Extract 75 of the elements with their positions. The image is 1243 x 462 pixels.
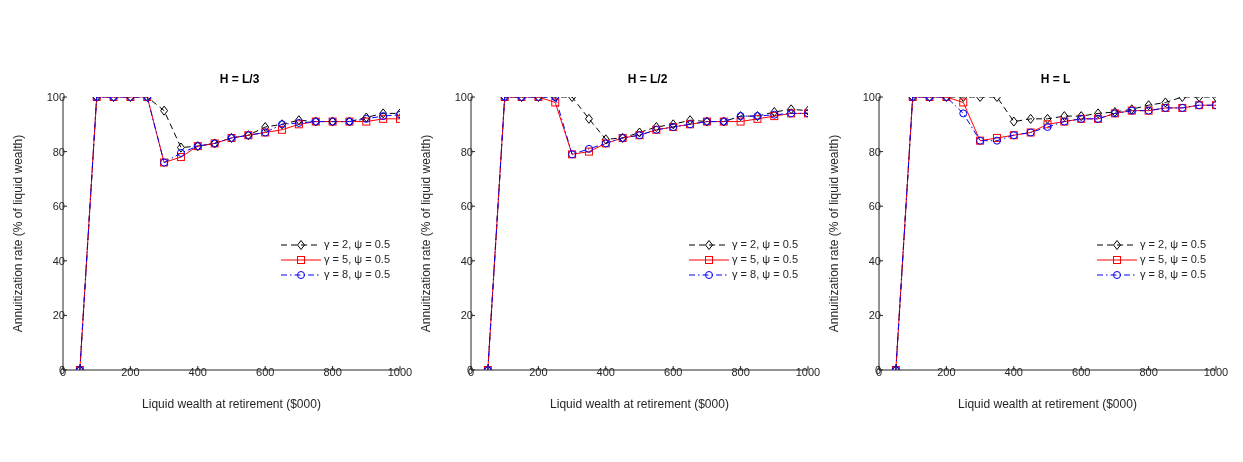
y-tick-label: 20 xyxy=(868,309,881,322)
legend-label: γ = 8, ψ = 0.5 xyxy=(324,268,390,280)
legend-label: γ = 5, ψ = 0.5 xyxy=(732,253,798,265)
point xyxy=(787,104,796,115)
y-tick-label: 60 xyxy=(868,200,881,213)
y-tick-label: 40 xyxy=(460,254,473,267)
y-tick-label: 0 xyxy=(466,363,473,376)
point xyxy=(1026,113,1035,124)
x-axis-title: Liquid wealth at retirement ($000) xyxy=(142,397,321,411)
point xyxy=(686,115,695,126)
point xyxy=(160,105,169,116)
y-tick-label: 100 xyxy=(46,90,65,103)
legend-label: γ = 8, ψ = 0.5 xyxy=(1140,268,1206,280)
chart-title: H = L/2 xyxy=(626,72,669,88)
y-axis-title: Annuitization rate (% of liquid wealth) xyxy=(419,134,434,333)
y-tick-label: 60 xyxy=(460,200,473,213)
y-tick-label: 40 xyxy=(52,254,65,267)
chart-title: H = L/3 xyxy=(218,72,261,88)
y-tick-label: 60 xyxy=(52,200,65,213)
y-tick-label: 20 xyxy=(460,309,473,322)
y-axis-title: Annuitization rate (% of liquid wealth) xyxy=(11,134,26,333)
x-axis-title: Liquid wealth at retirement ($000) xyxy=(958,397,1137,411)
x-tick-label: 400 xyxy=(596,365,615,378)
legend-label: γ = 2, ψ = 0.5 xyxy=(732,238,798,250)
point xyxy=(635,127,644,138)
chart-title: H = L xyxy=(1039,72,1072,88)
legend-label: γ = 2, ψ = 0.5 xyxy=(1140,238,1206,250)
x-tick-label: 400 xyxy=(1004,365,1023,378)
y-tick-label: 0 xyxy=(58,363,65,376)
x-tick-label: 800 xyxy=(731,365,750,378)
point xyxy=(1043,113,1052,124)
point xyxy=(959,109,968,118)
point xyxy=(1009,116,1018,127)
y-axis-title: Annuitization rate (% of liquid wealth) xyxy=(827,134,842,333)
legend-label: γ = 5, ψ = 0.5 xyxy=(324,253,390,265)
x-tick-label: 1000 xyxy=(387,365,413,378)
x-tick-label: 800 xyxy=(323,365,342,378)
y-tick-label: 80 xyxy=(460,145,473,158)
y-tick-label: 100 xyxy=(862,90,881,103)
point xyxy=(1094,108,1103,119)
x-axis-title: Liquid wealth at retirement ($000) xyxy=(550,397,729,411)
y-tick-label: 20 xyxy=(52,309,65,322)
point xyxy=(551,98,560,107)
point xyxy=(379,108,388,119)
x-tick-label: 600 xyxy=(664,365,683,378)
point xyxy=(278,125,287,134)
point xyxy=(669,119,678,130)
point xyxy=(1060,111,1069,122)
y-tick-label: 80 xyxy=(868,145,881,158)
point xyxy=(176,142,185,153)
legend-label: γ = 5, ψ = 0.5 xyxy=(1140,253,1206,265)
y-tick-label: 100 xyxy=(454,90,473,103)
point xyxy=(261,122,270,133)
x-tick-label: 600 xyxy=(1072,365,1091,378)
y-tick-label: 80 xyxy=(52,145,65,158)
x-tick-label: 200 xyxy=(937,365,956,378)
point xyxy=(176,153,185,162)
x-tick-label: 400 xyxy=(188,365,207,378)
point xyxy=(601,134,610,145)
point xyxy=(959,98,968,107)
x-tick-label: 1000 xyxy=(795,365,821,378)
x-tick-label: 1000 xyxy=(1203,365,1229,378)
x-tick-label: 600 xyxy=(256,365,275,378)
legend-label: γ = 2, ψ = 0.5 xyxy=(324,238,390,250)
point xyxy=(176,148,185,157)
legend-label: γ = 8, ψ = 0.5 xyxy=(732,268,798,280)
x-tick-label: 200 xyxy=(529,365,548,378)
y-tick-label: 40 xyxy=(868,254,881,267)
point xyxy=(1144,100,1153,111)
x-tick-label: 800 xyxy=(1139,365,1158,378)
point xyxy=(736,117,745,126)
x-tick-label: 200 xyxy=(121,365,140,378)
point xyxy=(584,113,593,124)
y-tick-label: 0 xyxy=(874,363,881,376)
point xyxy=(1161,97,1170,108)
